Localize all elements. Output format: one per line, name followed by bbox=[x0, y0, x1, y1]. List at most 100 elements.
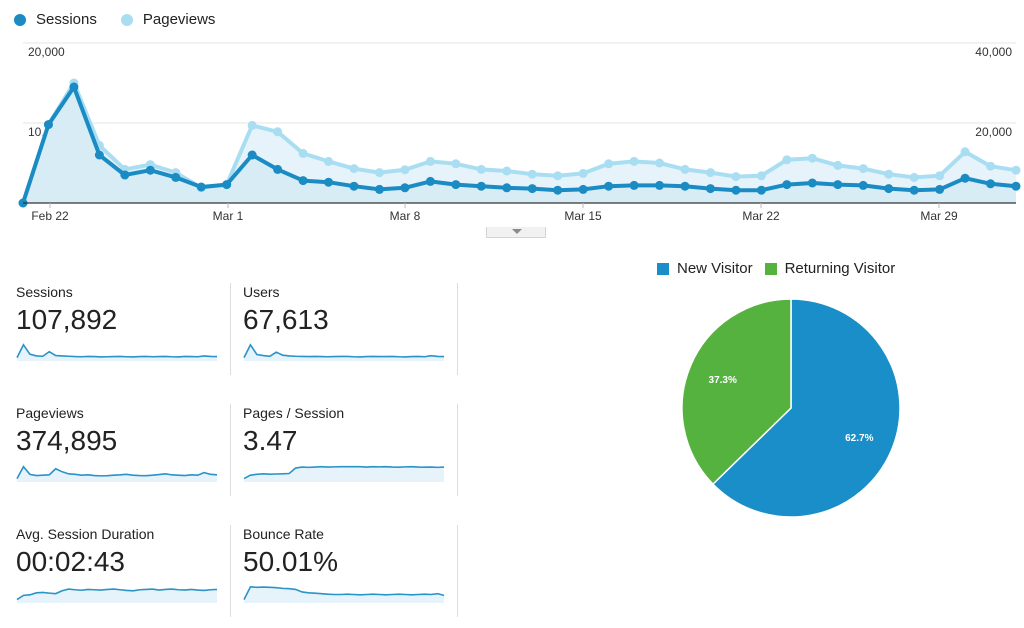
sessions-point bbox=[960, 173, 970, 183]
metric-bounce-rate[interactable]: Bounce Rate 50.01% bbox=[243, 526, 458, 616]
right-axis-tick-mid: 20,000 bbox=[975, 125, 1012, 139]
sessions-point bbox=[858, 180, 868, 190]
pageviews-point bbox=[476, 164, 486, 174]
metric-divider bbox=[230, 525, 231, 617]
sessions-point bbox=[349, 181, 359, 191]
sessions-point bbox=[298, 176, 308, 186]
sessions-area bbox=[23, 87, 1016, 203]
metric-divider bbox=[457, 404, 458, 496]
pageviews-point bbox=[680, 164, 690, 174]
pageviews-point bbox=[1011, 165, 1021, 175]
metric-value: 374,895 bbox=[16, 425, 118, 456]
sessions-point bbox=[909, 185, 919, 195]
metric-value: 50.01% bbox=[243, 546, 338, 577]
pageviews-point bbox=[298, 148, 308, 158]
sessions-point bbox=[604, 181, 614, 191]
chevron-down-icon bbox=[512, 229, 522, 234]
pageviews-point bbox=[960, 147, 970, 157]
sparkline-area bbox=[244, 466, 444, 482]
pageviews-point bbox=[858, 164, 868, 174]
sessions-point bbox=[196, 182, 206, 192]
metric-value: 00:02:43 bbox=[16, 546, 125, 577]
sparkline-line bbox=[243, 465, 445, 480]
sessions-point bbox=[374, 184, 384, 194]
pageviews-point bbox=[782, 155, 792, 165]
metric-divider bbox=[230, 404, 231, 496]
sparkline-line bbox=[16, 465, 218, 479]
metric-pages-per-session[interactable]: Pages / Session 3.47 bbox=[243, 405, 458, 495]
sessions-point bbox=[43, 120, 53, 130]
metric-divider bbox=[457, 283, 458, 375]
pageviews-point bbox=[349, 164, 359, 174]
pie-legend-label: Returning Visitor bbox=[784, 260, 896, 277]
metric-label: Pageviews bbox=[16, 405, 84, 421]
metric-avg-session-duration[interactable]: Avg. Session Duration 00:02:43 bbox=[16, 526, 231, 616]
metric-value: 3.47 bbox=[243, 425, 298, 456]
sessions-point bbox=[120, 170, 130, 180]
sessions-sparkline bbox=[16, 343, 218, 361]
x-tick-label: Mar 15 bbox=[564, 209, 602, 223]
sessions-point bbox=[629, 180, 639, 190]
pie-slice-label: 62.7% bbox=[845, 433, 873, 444]
pie-legend-item-new-visitor[interactable]: New Visitor bbox=[657, 260, 753, 277]
pie-legend-item-returning-visitor[interactable]: Returning Visitor bbox=[764, 260, 896, 277]
returning-visitor-swatch bbox=[764, 262, 777, 275]
pie-slice-label: 37.3% bbox=[709, 375, 737, 386]
sessions-point bbox=[247, 150, 257, 160]
sessions-point bbox=[578, 184, 588, 194]
sparkline-line bbox=[243, 343, 445, 358]
pie-legend: New Visitor Returning Visitor bbox=[657, 260, 907, 277]
x-tick-label: Mar 8 bbox=[389, 209, 421, 223]
pageviews-point bbox=[553, 171, 563, 181]
legend-item-sessions[interactable]: Sessions bbox=[14, 11, 97, 28]
metric-sessions[interactable]: Sessions 107,892 bbox=[16, 284, 231, 374]
sessions-point bbox=[171, 172, 181, 182]
pageviews-point bbox=[705, 168, 715, 178]
pageviews-point bbox=[425, 156, 435, 166]
metric-label: Sessions bbox=[16, 284, 73, 300]
legend-item-pageviews[interactable]: Pageviews bbox=[120, 11, 215, 28]
sessions-point bbox=[1011, 181, 1021, 191]
sessions-point bbox=[655, 180, 665, 190]
pageviews-point bbox=[909, 172, 919, 182]
sessions-point bbox=[782, 180, 792, 190]
sessions-point bbox=[807, 178, 817, 188]
sessions-point bbox=[69, 82, 79, 92]
sessions-pageviews-line-chart[interactable] bbox=[0, 0, 1024, 230]
pageviews-point bbox=[731, 172, 741, 182]
metric-pageviews[interactable]: Pageviews 374,895 bbox=[16, 405, 231, 495]
users-sparkline bbox=[243, 343, 445, 361]
visitor-type-pie-chart[interactable]: 62.7% 37.3% bbox=[670, 290, 910, 530]
sessions-point bbox=[145, 165, 155, 175]
pageviews-point bbox=[578, 168, 588, 178]
sessions-point bbox=[986, 179, 996, 189]
metric-divider bbox=[457, 525, 458, 617]
pie-legend-label: New Visitor bbox=[677, 260, 753, 277]
metric-users[interactable]: Users 67,613 bbox=[243, 284, 458, 374]
sessions-point bbox=[705, 184, 715, 194]
sessions-point bbox=[756, 185, 766, 195]
metric-divider bbox=[230, 283, 231, 375]
pageviews-point bbox=[527, 169, 537, 179]
pageviews-point bbox=[374, 168, 384, 178]
pageviews-point bbox=[502, 166, 512, 176]
sessions-point bbox=[553, 185, 563, 195]
x-tick-label: Mar 22 bbox=[742, 209, 780, 223]
pageviews-point bbox=[756, 171, 766, 181]
pageviews-point bbox=[604, 159, 614, 169]
x-tick-label: Mar 29 bbox=[920, 209, 958, 223]
new-visitor-swatch bbox=[657, 262, 669, 275]
sessions-point bbox=[680, 181, 690, 191]
chart-drawer-toggle[interactable] bbox=[486, 227, 546, 238]
pageviews-point bbox=[324, 156, 334, 166]
sessions-point bbox=[222, 180, 232, 190]
sparkline-line bbox=[16, 343, 218, 358]
sessions-point bbox=[476, 181, 486, 191]
pie-slice-returning-visitor bbox=[681, 298, 792, 486]
sessions-point bbox=[451, 180, 461, 190]
sparkline-line bbox=[243, 586, 445, 600]
sessions-point bbox=[502, 183, 512, 193]
sessions-point bbox=[94, 150, 104, 160]
sessions-point bbox=[324, 177, 334, 187]
metric-label: Bounce Rate bbox=[243, 526, 324, 542]
